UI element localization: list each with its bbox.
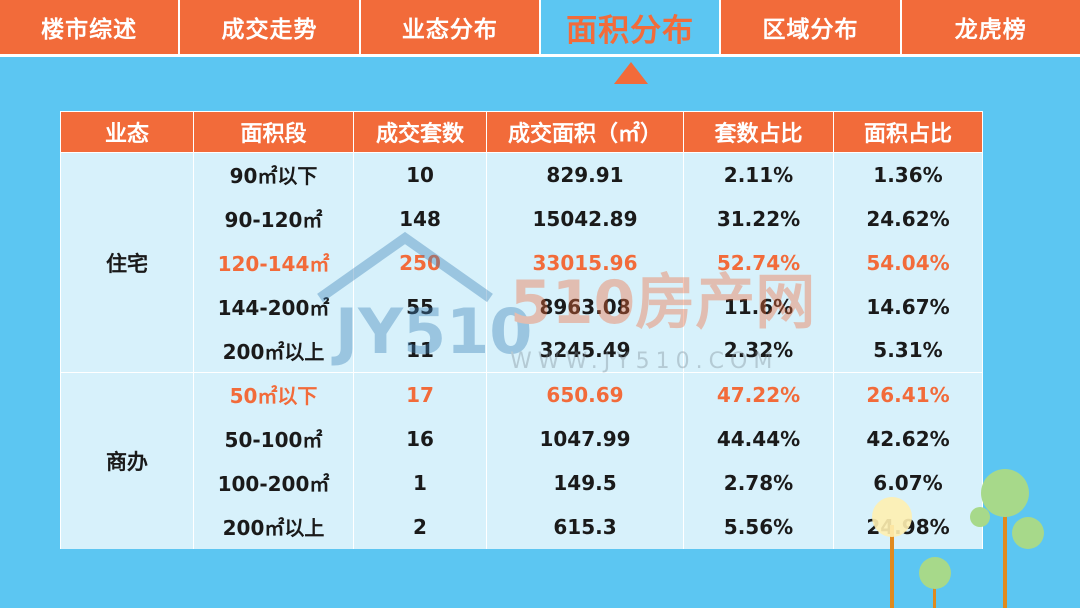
active-tab-pointer-icon <box>614 62 648 84</box>
cell-area: 829.91 <box>486 152 684 197</box>
cell-area: 149.5 <box>486 460 684 505</box>
tab-overview[interactable]: 楼市综述 <box>0 0 181 54</box>
header-area: 成交面积（㎡） <box>486 111 684 153</box>
cell-area: 3245.49 <box>486 328 684 373</box>
area-distribution-table: 业态 面积段 成交套数 成交面积（㎡） 套数占比 面积占比 住宅 90㎡以下 1… <box>60 111 983 549</box>
top-nav: 楼市综述 成交走势 业态分布 面积分布 区域分布 龙虎榜 <box>0 0 1080 54</box>
cell-area-share: 42.62% <box>833 416 983 461</box>
cell-units: 1 <box>353 460 487 505</box>
decorative-trees-icon <box>872 469 1044 608</box>
cell-area: 8963.08 <box>486 284 684 329</box>
tab-property-type[interactable]: 业态分布 <box>361 0 541 54</box>
cell-unit-share: 2.32% <box>683 328 834 373</box>
cell-unit-share: 11.6% <box>683 284 834 329</box>
cell-range: 90㎡以下 <box>193 152 354 197</box>
group-label-commercial: 商办 <box>60 372 194 549</box>
cell-area-share: 5.31% <box>833 328 983 373</box>
table-row: 200㎡以上 2 615.3 5.56% 24.98% <box>61 504 983 549</box>
cell-range: 200㎡以上 <box>193 504 354 549</box>
table-row: 200㎡以上 11 3245.49 2.32% 5.31% <box>61 328 983 373</box>
header-unit-share: 套数占比 <box>683 111 834 153</box>
cell-units: 55 <box>353 284 487 329</box>
cell-unit-share: 44.44% <box>683 416 834 461</box>
table-row: 住宅 90㎡以下 10 829.91 2.11% 1.36% <box>60 152 983 373</box>
table-header-row: 业态 面积段 成交套数 成交面积（㎡） 套数占比 面积占比 <box>60 111 983 153</box>
tab-area-distribution[interactable]: 面积分布 <box>540 0 722 54</box>
cell-units: 16 <box>353 416 487 461</box>
cell-units: 148 <box>353 196 487 241</box>
cell-units: 250 <box>353 240 487 285</box>
cell-area-share: 26.41% <box>833 372 983 417</box>
cell-range: 120-144㎡ <box>193 240 354 285</box>
cell-unit-share: 2.11% <box>683 152 834 197</box>
cell-units: 11 <box>353 328 487 373</box>
nav-divider <box>0 54 1080 57</box>
tab-region[interactable]: 区域分布 <box>721 0 902 54</box>
cell-area: 1047.99 <box>486 416 684 461</box>
cell-unit-share: 2.78% <box>683 460 834 505</box>
tab-ranking[interactable]: 龙虎榜 <box>954 17 1027 43</box>
cell-area-share: 54.04% <box>833 240 983 285</box>
cell-unit-share: 52.74% <box>683 240 834 285</box>
cell-area-share: 14.67% <box>833 284 983 329</box>
header-type: 业态 <box>60 111 194 153</box>
cell-units: 10 <box>353 152 487 197</box>
cell-range: 50-100㎡ <box>193 416 354 461</box>
header-units: 成交套数 <box>353 111 487 153</box>
cell-units: 17 <box>353 372 487 417</box>
header-area-share: 面积占比 <box>833 111 983 153</box>
cell-unit-share: 31.22% <box>683 196 834 241</box>
cell-range: 144-200㎡ <box>193 284 354 329</box>
cell-area: 615.3 <box>486 504 684 549</box>
table-row-highlighted: 120-144㎡ 250 33015.96 52.74% 54.04% <box>61 240 983 285</box>
table-row: 90-120㎡ 148 15042.89 31.22% 24.62% <box>61 196 983 241</box>
cell-range: 100-200㎡ <box>193 460 354 505</box>
cell-area: 650.69 <box>486 372 684 417</box>
cell-unit-share: 5.56% <box>683 504 834 549</box>
cell-range: 200㎡以上 <box>193 328 354 373</box>
cell-area-share: 1.36% <box>833 152 983 197</box>
table-row: 144-200㎡ 55 8963.08 11.6% 14.67% <box>61 284 983 329</box>
header-area-range: 面积段 <box>193 111 354 153</box>
cell-unit-share: 47.22% <box>683 372 834 417</box>
table-row: 50-100㎡ 16 1047.99 44.44% 42.62% <box>61 416 983 461</box>
group-label-residential: 住宅 <box>60 152 194 373</box>
table-row: 100-200㎡ 1 149.5 2.78% 6.07% <box>61 460 983 505</box>
cell-area: 33015.96 <box>486 240 684 285</box>
cell-units: 2 <box>353 504 487 549</box>
cell-area-share: 6.07% <box>833 460 983 505</box>
tab-trend[interactable]: 成交走势 <box>180 0 361 54</box>
cell-range: 50㎡以下 <box>193 372 354 417</box>
area-distribution-table-container: 业态 面积段 成交套数 成交面积（㎡） 套数占比 面积占比 住宅 90㎡以下 1… <box>60 111 983 554</box>
table-row-highlighted: 商办 50㎡以下 17 650.69 47.22% 26.41% <box>60 372 983 549</box>
cell-area: 15042.89 <box>486 196 684 241</box>
cell-range: 90-120㎡ <box>193 196 354 241</box>
cell-area-share: 24.62% <box>833 196 983 241</box>
